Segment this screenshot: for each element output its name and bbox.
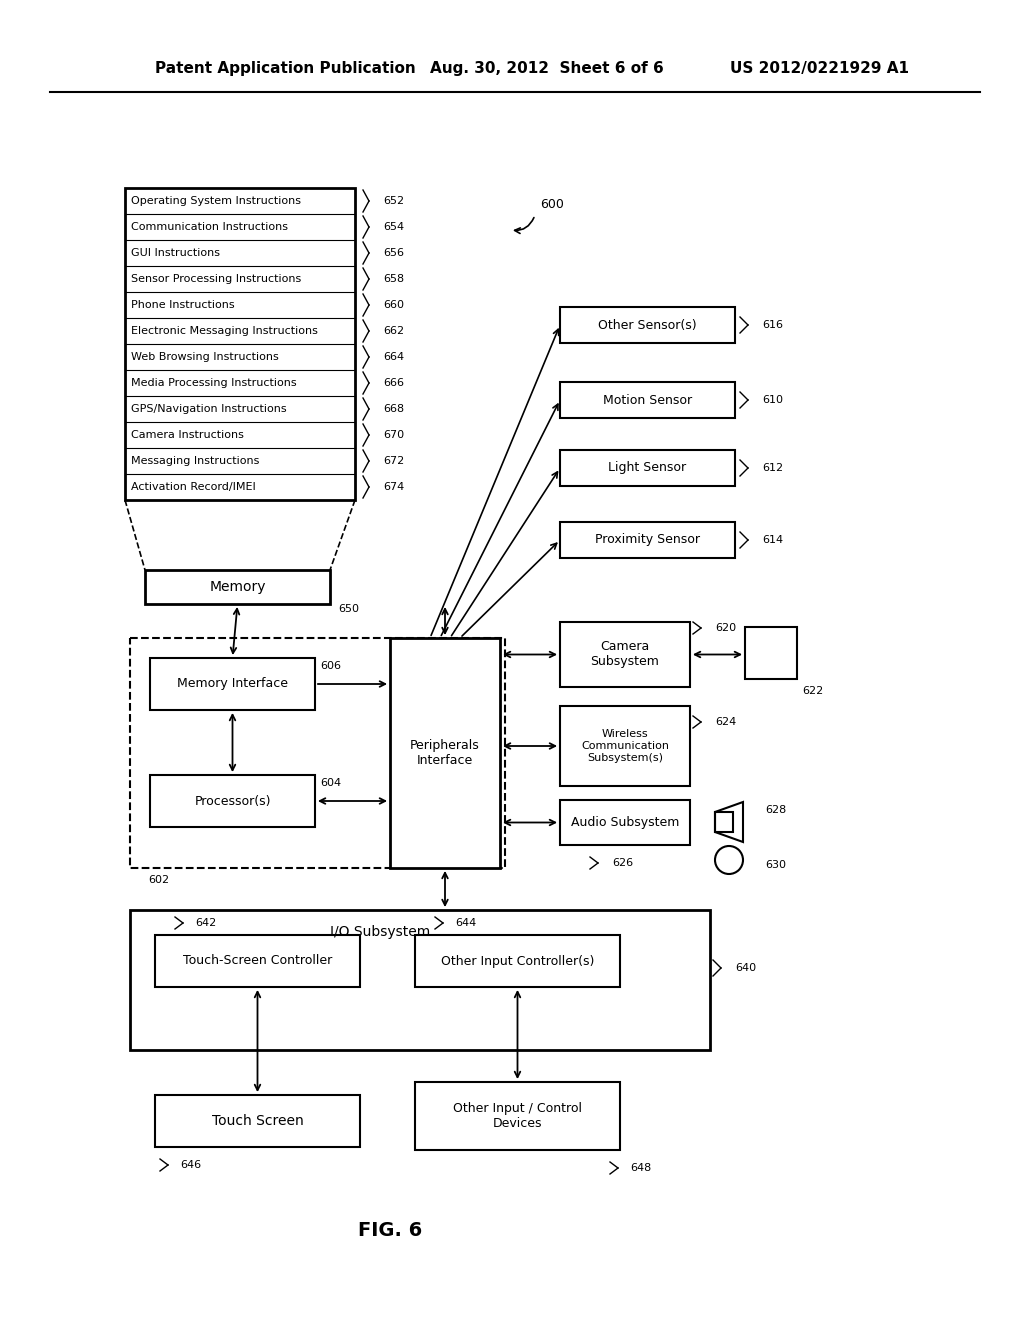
Bar bbox=[560, 800, 690, 845]
Text: 644: 644 bbox=[455, 917, 476, 928]
Text: 658: 658 bbox=[383, 275, 404, 284]
Text: Light Sensor: Light Sensor bbox=[608, 462, 686, 474]
Text: 670: 670 bbox=[383, 430, 404, 440]
Text: 660: 660 bbox=[383, 300, 404, 310]
Text: Patent Application Publication: Patent Application Publication bbox=[155, 61, 416, 75]
Text: Electronic Messaging Instructions: Electronic Messaging Instructions bbox=[131, 326, 317, 337]
Text: GPS/Navigation Instructions: GPS/Navigation Instructions bbox=[131, 404, 287, 414]
Text: Camera Instructions: Camera Instructions bbox=[131, 430, 244, 440]
Text: GUI Instructions: GUI Instructions bbox=[131, 248, 220, 257]
Bar bbox=[560, 308, 735, 343]
Text: 626: 626 bbox=[612, 858, 633, 869]
Text: 646: 646 bbox=[180, 1160, 201, 1170]
Bar bbox=[560, 381, 735, 418]
Text: 664: 664 bbox=[383, 352, 404, 362]
Text: Web Browsing Instructions: Web Browsing Instructions bbox=[131, 352, 279, 362]
Text: Audio Subsystem: Audio Subsystem bbox=[570, 816, 679, 829]
Text: Peripherals
Interface: Peripherals Interface bbox=[411, 739, 480, 767]
Text: 652: 652 bbox=[383, 195, 404, 206]
Text: 620: 620 bbox=[715, 623, 736, 634]
Text: 672: 672 bbox=[383, 455, 404, 466]
Text: Other Input / Control
Devices: Other Input / Control Devices bbox=[453, 1102, 582, 1130]
Text: 648: 648 bbox=[630, 1163, 651, 1173]
Text: 602: 602 bbox=[148, 875, 169, 884]
Text: 628: 628 bbox=[765, 805, 786, 814]
Text: Other Sensor(s): Other Sensor(s) bbox=[598, 318, 696, 331]
Text: 614: 614 bbox=[762, 535, 783, 545]
Text: Motion Sensor: Motion Sensor bbox=[603, 393, 692, 407]
Bar bbox=[155, 1096, 360, 1147]
Text: 640: 640 bbox=[735, 964, 756, 973]
Bar bbox=[415, 1082, 620, 1150]
Text: Activation Record/IMEI: Activation Record/IMEI bbox=[131, 482, 256, 492]
Bar bbox=[155, 935, 360, 987]
Text: US 2012/0221929 A1: US 2012/0221929 A1 bbox=[730, 61, 909, 75]
Bar bbox=[150, 775, 315, 828]
Text: 600: 600 bbox=[540, 198, 564, 211]
Text: 650: 650 bbox=[338, 605, 359, 614]
Bar bbox=[560, 706, 690, 785]
Text: Memory: Memory bbox=[209, 579, 266, 594]
Text: Proximity Sensor: Proximity Sensor bbox=[595, 533, 700, 546]
Text: 612: 612 bbox=[762, 463, 783, 473]
Text: 666: 666 bbox=[383, 378, 404, 388]
Text: 622: 622 bbox=[802, 686, 823, 696]
Text: Phone Instructions: Phone Instructions bbox=[131, 300, 234, 310]
Text: Sensor Processing Instructions: Sensor Processing Instructions bbox=[131, 275, 301, 284]
Text: Messaging Instructions: Messaging Instructions bbox=[131, 455, 259, 466]
Text: 642: 642 bbox=[195, 917, 216, 928]
Bar bbox=[560, 622, 690, 686]
Text: 654: 654 bbox=[383, 222, 404, 232]
Bar bbox=[130, 909, 710, 1049]
Text: Other Input Controller(s): Other Input Controller(s) bbox=[440, 954, 594, 968]
Text: Memory Interface: Memory Interface bbox=[177, 677, 288, 690]
Text: 630: 630 bbox=[765, 861, 786, 870]
Text: 610: 610 bbox=[762, 395, 783, 405]
Text: Touch-Screen Controller: Touch-Screen Controller bbox=[183, 954, 332, 968]
Bar bbox=[125, 187, 355, 500]
Bar bbox=[415, 935, 620, 987]
Text: 656: 656 bbox=[383, 248, 404, 257]
Text: 624: 624 bbox=[715, 717, 736, 727]
Text: Media Processing Instructions: Media Processing Instructions bbox=[131, 378, 297, 388]
Bar bbox=[145, 570, 330, 605]
Bar bbox=[150, 657, 315, 710]
Text: Processor(s): Processor(s) bbox=[195, 795, 270, 808]
Text: 662: 662 bbox=[383, 326, 404, 337]
Bar bbox=[390, 638, 500, 869]
Text: Touch Screen: Touch Screen bbox=[212, 1114, 303, 1129]
Text: Aug. 30, 2012  Sheet 6 of 6: Aug. 30, 2012 Sheet 6 of 6 bbox=[430, 61, 664, 75]
Text: 674: 674 bbox=[383, 482, 404, 492]
Bar bbox=[715, 812, 733, 832]
Text: 606: 606 bbox=[319, 661, 341, 671]
Bar bbox=[560, 521, 735, 558]
Text: Operating System Instructions: Operating System Instructions bbox=[131, 195, 301, 206]
Text: Wireless
Communication
Subsystem(s): Wireless Communication Subsystem(s) bbox=[581, 730, 669, 763]
Text: I/O Subsystem: I/O Subsystem bbox=[330, 925, 430, 939]
Text: 668: 668 bbox=[383, 404, 404, 414]
Text: 604: 604 bbox=[319, 777, 341, 788]
Text: Communication Instructions: Communication Instructions bbox=[131, 222, 288, 232]
Text: 616: 616 bbox=[762, 319, 783, 330]
Bar bbox=[745, 627, 797, 678]
Bar bbox=[130, 638, 505, 869]
Text: FIG. 6: FIG. 6 bbox=[357, 1221, 422, 1239]
Text: Camera
Subsystem: Camera Subsystem bbox=[591, 640, 659, 668]
Bar bbox=[560, 450, 735, 486]
